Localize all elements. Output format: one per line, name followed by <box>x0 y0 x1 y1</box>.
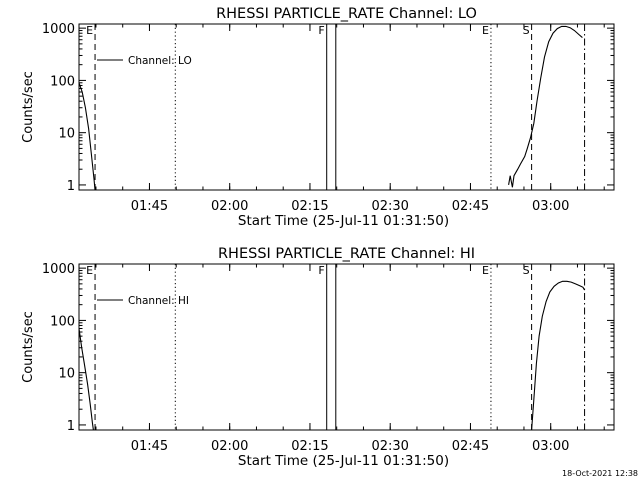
y-axis-label: Counts/sec <box>21 311 36 383</box>
event-marker-label: E <box>482 24 489 37</box>
y-tick-label: 1000 <box>42 22 75 37</box>
y-tick-label: 100 <box>50 74 75 89</box>
series-line <box>78 82 96 191</box>
legend-label: Channel: LO <box>128 55 192 67</box>
y-tick-label: 10 <box>58 367 75 382</box>
y-tick-label: 10 <box>58 127 75 142</box>
x-tick-label: 02:00 <box>211 199 248 214</box>
x-tick-label: 03:00 <box>532 199 569 214</box>
event-marker-label: E <box>86 24 93 37</box>
x-axis-label: Start Time (25-Jul-11 01:31:50) <box>238 213 449 229</box>
y-tick-label: 1000 <box>42 262 75 277</box>
x-tick-label: 02:30 <box>371 199 408 214</box>
footer-timestamp: 18-Oct-2021 12:38 <box>562 469 638 478</box>
x-tick-label: 02:15 <box>291 439 328 454</box>
x-tick-label: 02:15 <box>291 199 328 214</box>
event-marker-label: F <box>318 24 324 37</box>
plot-frame <box>78 23 615 191</box>
event-marker-label: E <box>482 264 489 277</box>
chart-panel-hi: RHESSI PARTICLE_RATE Channel: HI 1 10 100 10… <box>21 246 615 469</box>
series-line <box>78 328 94 431</box>
x-tick-label: 02:30 <box>371 439 408 454</box>
y-axis-label: Counts/sec <box>21 71 36 143</box>
x-tick-label: 02:45 <box>452 199 489 214</box>
event-marker-label: S <box>523 24 530 37</box>
series-line <box>508 25 583 188</box>
event-marker-label: E <box>86 264 93 277</box>
x-tick-label: 01:45 <box>131 199 168 214</box>
y-tick-label: 1 <box>67 179 75 194</box>
x-tick-label: 02:45 <box>452 439 489 454</box>
x-tick-label: 01:45 <box>131 439 168 454</box>
chart-title: RHESSI PARTICLE_RATE Channel: LO <box>216 6 477 22</box>
chart-title: RHESSI PARTICLE_RATE Channel: HI <box>218 246 475 262</box>
x-tick-label: 02:00 <box>211 439 248 454</box>
event-marker-label: S <box>523 264 530 277</box>
chart-panel-lo: RHESSI PARTICLE_RATE Channel: LO 1 10 100 10… <box>21 6 615 229</box>
legend-label: Channel: HI <box>128 295 189 307</box>
x-axis-label: Start Time (25-Jul-11 01:31:50) <box>238 453 449 469</box>
x-tick-label: 03:00 <box>532 439 569 454</box>
event-marker-label: F <box>318 264 324 277</box>
y-tick-label: 100 <box>50 314 75 329</box>
series-line <box>531 280 586 431</box>
y-tick-label: 1 <box>67 419 75 434</box>
plot-frame <box>78 263 615 431</box>
